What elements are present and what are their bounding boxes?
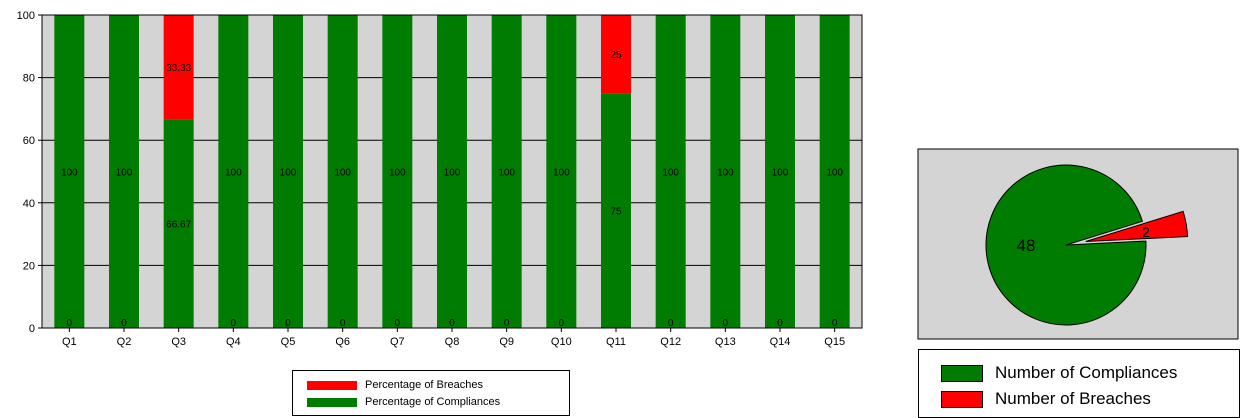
data-label-compliances-Q9: 100 [498,168,515,179]
bar-compliances-Q9 [491,15,522,328]
bar-marks [54,15,850,328]
pie-label-number-of-breaches: 2 [1142,224,1150,240]
data-label-compliances-Q15: 100 [826,168,843,179]
y-tick-label: 100 [17,10,35,22]
data-label-breaches-Q14: 0 [777,318,783,329]
x-tick-label: Q4 [226,336,241,348]
data-label-breaches-Q3: 33.33 [166,63,191,74]
bar-compliances-Q2 [109,15,139,328]
bar-compliances-Q6 [327,15,358,328]
y-tick-label: 60 [23,135,35,147]
data-label-breaches-Q5: 0 [285,318,291,329]
data-label-compliances-Q14: 100 [772,168,789,179]
data-label-compliances-Q5: 100 [280,168,297,179]
x-tick-label: Q6 [335,336,350,348]
data-label-compliances-Q11: 75 [610,207,622,218]
data-label-breaches-Q9: 0 [504,318,510,329]
legend-entry-number-of-compliances: Number of Compliances [941,363,1177,383]
bar-compliances-Q15 [819,15,850,328]
y-tick-label: 80 [23,73,35,85]
data-label-breaches-Q1: 0 [67,318,73,329]
data-label-breaches-Q15: 0 [832,318,838,329]
data-label-breaches-Q4: 0 [231,318,237,329]
data-label-compliances-Q8: 100 [444,168,461,179]
bar-compliances-Q1 [54,15,85,328]
x-tick-label: Q3 [171,336,186,348]
data-label-compliances-Q4: 100 [225,168,242,179]
pie-data-labels: 48 2 [1017,224,1151,255]
legend-swatch-breaches [307,380,357,390]
x-tick-label: Q11 [606,336,626,348]
pie-chart-legend: Number of Compliances Number of Breaches [918,349,1240,418]
data-label-compliances-Q3: 66.67 [166,220,191,231]
bar-compliances-Q12 [655,15,686,328]
legend-swatch-number-of-breaches [941,390,983,408]
pie-slice-number-of-breaches [1085,210,1189,243]
data-label-breaches-Q12: 0 [668,318,674,329]
data-label-breaches-Q7: 0 [395,318,401,329]
x-tick-label: Q9 [499,336,514,348]
x-tick-label: Q14 [770,336,791,348]
stacked-bar-chart: 0 20 40 60 80 100 Q1 Q2 Q3 Q4 Q5 Q6 Q7 Q8 Q9 Q10 Q11 Q12 Q… [17,10,863,348]
legend-entry-compliances: Percentage of Compliances [307,396,500,408]
x-tick-label: Q7 [390,336,405,348]
bar-compliances-Q7 [382,15,413,328]
x-tick-label: Q1 [62,336,77,348]
bar-compliances-Q4 [218,15,249,328]
y-tick-label: 20 [23,260,35,272]
data-label-compliances-Q13: 100 [717,168,734,179]
bar-axes: 0 20 40 60 80 100 Q1 Q2 Q3 Q4 Q5 Q6 Q7 Q8 Q9 Q10 Q11 Q12 Q… [17,10,863,348]
data-label-compliances-Q1: 100 [61,168,78,179]
bar-breaches-Q3 [163,15,194,120]
bar-compliances-Q3 [163,119,194,328]
data-label-breaches-Q6: 0 [340,318,346,329]
legend-entry-breaches: Percentage of Breaches [307,379,483,391]
legend-label-number-of-compliances: Number of Compliances [995,363,1178,382]
pie-slice-number-of-compliances [985,164,1147,326]
bar-compliances-Q5 [273,15,303,328]
data-label-breaches-Q13: 0 [723,318,729,329]
pie-label-number-of-compliances: 48 [1017,236,1036,255]
y-tick-label: 40 [23,198,35,210]
bar-breaches-Q11 [601,15,631,94]
x-tick-label: Q15 [824,336,845,348]
bar-compliances-Q14 [765,15,795,328]
bar-chart-legend: Percentage of Breaches Percentage of Com… [292,370,570,416]
y-tick-label: 0 [29,323,35,335]
bar-compliances-Q8 [437,15,467,328]
pie-slices [985,164,1189,326]
data-label-compliances-Q2: 100 [116,168,133,179]
x-tick-label: Q10 [551,336,572,348]
data-label-breaches-Q2: 0 [121,318,127,329]
bar-compliances-Q13 [710,15,741,328]
x-tick-label: Q8 [445,336,460,348]
data-label-compliances-Q6: 100 [334,168,351,179]
bar-plot-frame [41,14,863,329]
data-label-breaches-Q10: 0 [559,318,565,329]
legend-swatch-number-of-compliances [941,364,983,382]
data-label-breaches-Q8: 0 [449,318,455,329]
legend-label-number-of-breaches: Number of Breaches [995,389,1151,408]
x-tick-label: Q13 [715,336,736,348]
data-label-breaches-Q11: 25 [610,50,622,61]
x-tick-label: Q2 [117,336,132,348]
legend-swatch-compliances [307,397,357,407]
x-tick-label: Q5 [281,336,296,348]
data-label-compliances-Q7: 100 [389,168,406,179]
x-tick-label: Q12 [660,336,681,348]
data-label-compliances-Q10: 100 [553,168,570,179]
legend-entry-number-of-breaches: Number of Breaches [941,389,1151,409]
bar-compliances-Q11 [601,93,631,328]
bar-data-labels: 100 0 100 0 66.67 33.33 100 0 100 0 100 0 100 0 100 0 10… [61,50,843,329]
data-label-compliances-Q12: 100 [662,168,679,179]
bar-compliances-Q10 [546,15,577,328]
pie-chart: 48 2 [917,148,1239,340]
legend-label-compliances: Percentage of Compliances [365,396,501,408]
legend-label-breaches: Percentage of Breaches [365,379,484,391]
